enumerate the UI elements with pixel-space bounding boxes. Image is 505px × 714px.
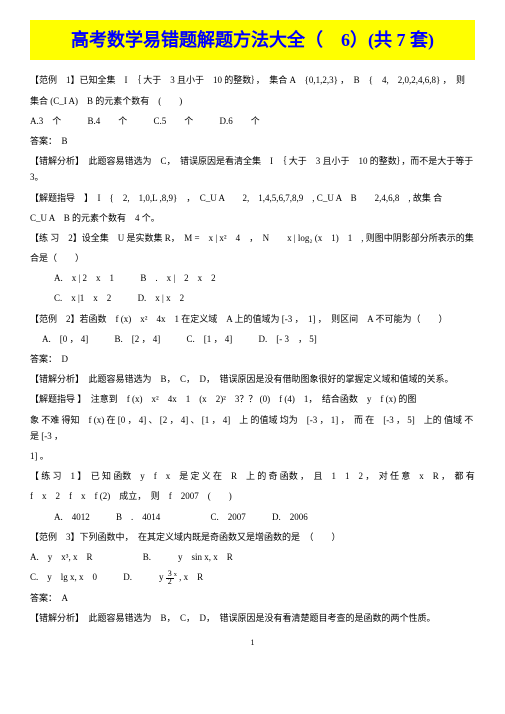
- q3-optA: A. y x³, x R: [30, 552, 92, 562]
- q2-stem: 【范例 2】若函数 f (x) x² 4x 1 在定义域 A 上的值域为 [-3…: [30, 311, 475, 327]
- p2-optD: D. 2006: [272, 512, 308, 522]
- q2-gui1: 【解题指导 】 注意到 f (x) x² 4x 1 (x 2)² 3？？ (0)…: [30, 391, 475, 407]
- q1-ans: 答案： B: [30, 133, 475, 149]
- q2-gui2: 象 不难 得知 f (x) 在 [0 ， 4] 、 [2 ， 4] 、 [1 ，…: [30, 412, 475, 444]
- q3-optC: C. y lg x, x 0: [30, 572, 97, 582]
- q3-ana: 【错解分析】 此题容易错选为 B， C， D， 错误原因是没有看清楚题目考查的是…: [30, 610, 475, 626]
- q1-optA: A.3 个: [30, 116, 61, 126]
- q2-ana: 【错解分析】 此题容易错选为 B， C， D， 错误原因是没有借助图象很好的掌握…: [30, 371, 475, 387]
- q1-options: A.3 个 B.4 个 C.5 个 D.6 个: [30, 113, 475, 129]
- q3-ans: 答案： A: [30, 590, 475, 606]
- fraction-3-2: 32: [166, 570, 174, 586]
- p2-optC: C. 2007: [211, 512, 246, 522]
- q3-optD: D. y: [123, 572, 163, 582]
- p1-optC: C. x |1 x 2: [54, 293, 111, 303]
- p1-optA: A. x | 2 x 1: [54, 273, 114, 283]
- p1-opts-row2: C. x |1 x 2 D. x | x 2: [30, 290, 475, 306]
- q1-gui1: 【解题指导 】 I { 2, 1,0,L ,8,9} ， C_U A 2, 1,…: [30, 190, 475, 206]
- p1-optD: D. x | x 2: [138, 293, 185, 303]
- q2-optD: D. [- 3 ， 5]: [259, 334, 317, 344]
- q2-ans: 答案： D: [30, 351, 475, 367]
- p1-stem1: 【练 习 2】设全集 U 是实数集 R， M = x | x² 4 ， N x …: [30, 230, 475, 246]
- q2-gui3: 1] 。: [30, 448, 475, 464]
- q3-stem: 【范例 3】下列函数中， 在其定义域内既是奇函数又是增函数的是 （ ）: [30, 529, 475, 545]
- q1-optC: C.5 个: [154, 116, 194, 126]
- q1-stem2: 集合 (C_I A) B 的元素个数有 ( ): [30, 93, 475, 109]
- p1-opts-row1: A. x | 2 x 1 B . x | 2 x 2: [30, 270, 475, 286]
- p2-stem1: 【 练 习 1 】 已 知 函数 y f x 是 定 义 在 R 上 的 奇 函…: [30, 468, 475, 484]
- q3-opts-row1: A. y x³, x R B. y sin x, x R: [30, 549, 475, 565]
- q1-ana: 【错解分析】 此题容易错选为 C， 错误原因是看清全集 I ｛ 大于 3 且小于…: [30, 153, 475, 185]
- p2-stem2: f x 2 f x f (2) 成立， 则 f 2007 ( ): [30, 488, 475, 504]
- q2-options: A. [0 ， 4] B. [2 ， 4] C. [1 ， 4] D. [- 3…: [30, 331, 475, 347]
- doc-title: 高考数学易错题解题方法大全（ 6）(共 7 套): [30, 20, 475, 60]
- p1-optB: B . x | 2 x 2: [140, 273, 215, 283]
- q1-optB: B.4 个: [88, 116, 128, 126]
- p2-optA: A. 4012: [54, 512, 90, 522]
- q2-optA: A. [0 ， 4]: [42, 334, 88, 344]
- page-number: 1: [30, 636, 475, 650]
- q2-optC: C. [1 ， 4]: [187, 334, 233, 344]
- q1-optD: D.6 个: [220, 116, 260, 126]
- q3-opts-row2: C. y lg x, x 0 D. y 32x , x R: [30, 569, 475, 586]
- q2-optB: B. [2 ， 4]: [115, 334, 161, 344]
- q3-optD2: , x R: [179, 572, 203, 582]
- p2-options: A. 4012 B . 4014 C. 2007 D. 2006: [30, 509, 475, 525]
- exponent-x: x: [174, 571, 177, 578]
- q3-optB: B. y sin x, x R: [143, 552, 233, 562]
- p1-stem2: 合是（ ）: [30, 250, 475, 266]
- q1-gui2: C_U A B 的元素个数有 4 个。: [30, 210, 475, 226]
- q1-stem1: 【范例 1】已知全集 I ｛ 大于 3 且小于 10 的整数｝， 集合 A {0…: [30, 72, 475, 88]
- p2-optB: B . 4014: [116, 512, 160, 522]
